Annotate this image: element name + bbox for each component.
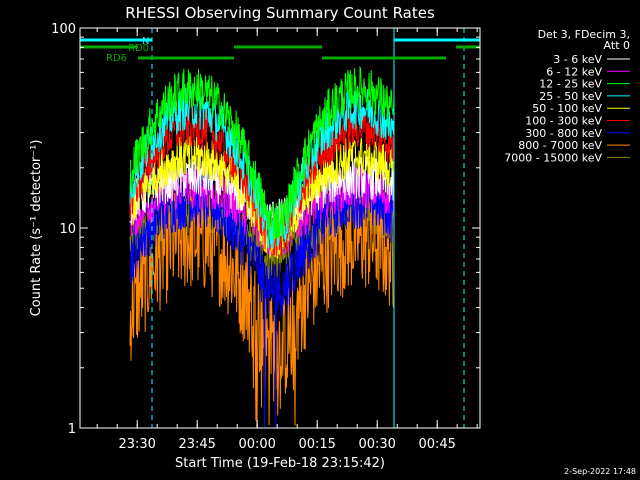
ticks-layer: 1 10 100 23:30 23:45 00:00 00:15 00:30 00:45 <box>51 22 480 452</box>
legend-label-25-50-kev: 25 - 50 keV <box>539 90 602 103</box>
y-tick-label-1: 10 <box>59 222 76 237</box>
legend-label-100-300-kev: 100 - 300 keV <box>525 115 602 128</box>
x-axis-label: Start Time (19-Feb-18 23:15:42) <box>175 456 385 471</box>
x-tick-label-5: 00:45 <box>418 437 455 452</box>
y-axis-label: Count Rate (s⁻¹ detector⁻¹) <box>29 140 44 317</box>
date-stamp: 2-Sep-2022 17:48 <box>564 467 636 476</box>
legend-header-line-1: Det 3, FDecim 3, <box>538 28 630 41</box>
series-line-12-25-kev <box>129 65 395 242</box>
y-tick-label-0: 1 <box>68 422 76 437</box>
y-tick-label-2: 100 <box>51 22 76 37</box>
chart-title: RHESSI Observing Summary Count Rates <box>125 4 435 22</box>
legend-label-12-25-kev: 12 - 25 keV <box>539 78 602 91</box>
flag-label-rd6: RD6 <box>106 53 127 64</box>
flag-label-rd0: RD0 <box>128 43 149 54</box>
legend-label-300-800-kev: 300 - 800 keV <box>525 127 602 140</box>
x-tick-label-4: 00:30 <box>358 437 395 452</box>
data-series-layer <box>129 65 395 429</box>
legend-label-6-12-kev: 6 - 12 keV <box>546 65 602 78</box>
legend-label-800-7000-kev: 800 - 7000 keV <box>518 139 602 152</box>
x-tick-label-3: 00:15 <box>298 437 335 452</box>
legend-header-line-2: Att 0 <box>604 39 630 52</box>
x-tick-label-1: 23:45 <box>178 437 215 452</box>
legend-label-3-6-kev: 3 - 6 keV <box>553 53 602 66</box>
legend-label-50-100-kev: 50 - 100 keV <box>532 102 602 115</box>
x-tick-label-2: 00:00 <box>238 437 275 452</box>
flag-label-n: N <box>142 36 149 47</box>
x-tick-label-0: 23:30 <box>118 437 155 452</box>
legend-label-7000-15000-kev: 7000 - 15000 keV <box>504 151 602 164</box>
